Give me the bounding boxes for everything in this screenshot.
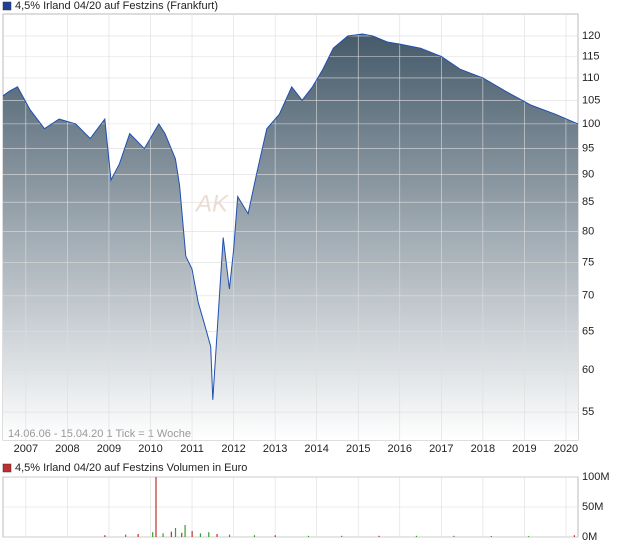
volume-bar: [208, 532, 210, 537]
y-tick-label: 0M: [582, 531, 597, 543]
x-tick-label: 2009: [97, 443, 121, 455]
legend-label: 4,5% Irland 04/20 auf Festzins Volumen i…: [15, 462, 247, 474]
y-tick-label: 100: [582, 118, 600, 130]
volume-bar: [490, 536, 492, 537]
price-line: [2, 33, 579, 400]
x-tick-label: 2018: [471, 443, 495, 455]
volume-bar: [137, 534, 139, 537]
x-tick-label: 2008: [55, 443, 79, 455]
legend-swatch: [2, 463, 12, 473]
area-fill: [3, 34, 578, 440]
volume-bar: [228, 534, 231, 537]
volume-bar: [170, 531, 172, 537]
volume-bar: [174, 528, 177, 537]
volume-bar: [341, 535, 343, 537]
volume-bar: [307, 535, 310, 537]
volume-bar: [191, 531, 193, 537]
volume-bar: [184, 525, 186, 537]
y-tick-label: 70: [582, 290, 594, 302]
y-tick-label: 90: [582, 169, 594, 181]
y-tick-label: 75: [582, 256, 594, 268]
x-tick-label: 2019: [512, 443, 536, 455]
volume-bar: [453, 535, 455, 537]
volume-bar: [415, 535, 418, 537]
x-tick-label: 2016: [388, 443, 412, 455]
y-tick-label: 65: [582, 325, 594, 337]
y-tick-label: 95: [582, 142, 594, 154]
x-tick-label: 2010: [138, 443, 162, 455]
volume-bar: [216, 534, 218, 537]
x-tick-label: 2007: [14, 443, 38, 455]
volume-bar: [378, 535, 380, 537]
y-tick-label: 55: [582, 406, 594, 418]
volume-bar: [155, 477, 157, 537]
volume-bar: [125, 534, 127, 537]
x-tick-label: 2012: [221, 443, 245, 455]
volume-bar: [274, 535, 276, 537]
volume-bar: [162, 533, 164, 537]
footer: 14.06.06 - 15.04.20 1 Tick = 1 Woche: [8, 428, 191, 440]
x-tick-label: 2011: [180, 443, 204, 455]
y-tick-label: 85: [582, 196, 594, 208]
legend-swatch: [2, 1, 12, 11]
watermark: AK: [194, 190, 229, 217]
y-tick-label: 115: [582, 50, 600, 62]
volume-bar: [152, 532, 154, 537]
volume-bar: [573, 535, 575, 537]
volume-bar: [199, 533, 202, 537]
y-tick-label: 50M: [582, 501, 603, 513]
x-tick-label: 2020: [554, 443, 578, 455]
y-tick-label: 100M: [582, 471, 610, 483]
volume-bar: [253, 535, 256, 537]
x-tick-label: 2014: [304, 443, 328, 455]
volume-bar: [181, 532, 183, 537]
x-tick-label: 2013: [263, 443, 287, 455]
volume-bar: [528, 536, 530, 537]
y-tick-label: 105: [582, 94, 600, 106]
y-tick-label: 60: [582, 364, 594, 376]
y-tick-label: 80: [582, 225, 594, 237]
volume-bar: [104, 535, 106, 537]
x-tick-label: 2017: [429, 443, 453, 455]
x-tick-label: 2015: [346, 443, 370, 455]
y-tick-label: 120: [582, 30, 600, 42]
y-tick-label: 110: [582, 72, 600, 84]
legend-label: 4,5% Irland 04/20 auf Festzins (Frankfur…: [15, 0, 218, 12]
